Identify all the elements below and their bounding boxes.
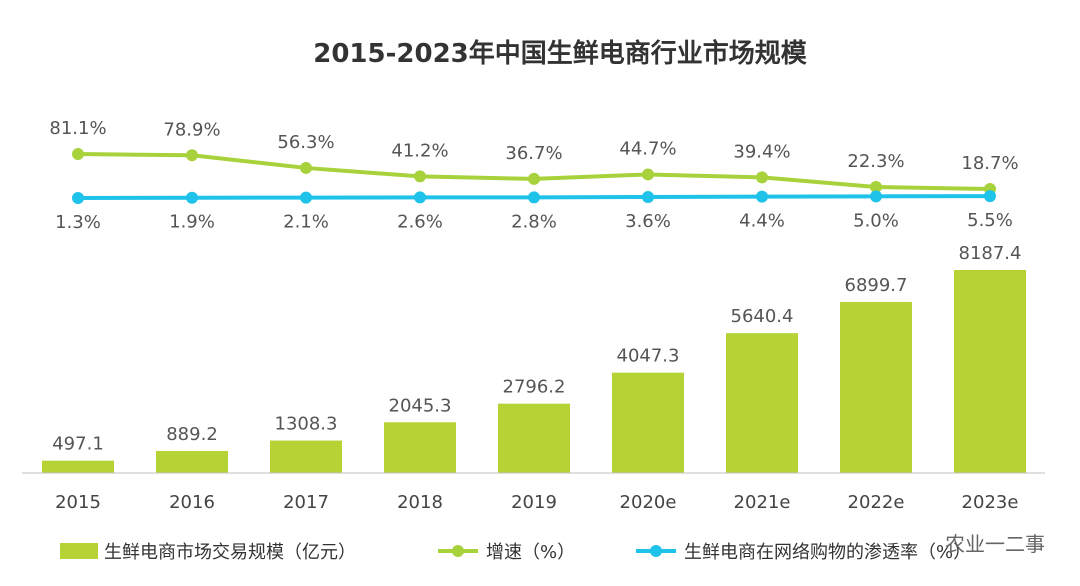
penetration-point-2019 xyxy=(528,191,540,204)
penetration-point-2020e xyxy=(642,190,654,203)
growth-label-2022e: 22.3% xyxy=(847,151,904,172)
penetration-point-2015 xyxy=(72,192,84,204)
penetration-label-2020e: 3.6% xyxy=(625,211,671,232)
growth-label-2015: 81.1% xyxy=(49,118,106,139)
penetration-point-2017 xyxy=(300,191,312,204)
growth-point-2015 xyxy=(72,148,84,161)
penetration-point-2018 xyxy=(414,191,426,204)
legend-label-penetration: 生鲜电商在网络购物的渗透率（%） xyxy=(684,542,971,563)
x-axis-ticks: 2015 2016 2017 2018 2019 2020e 2021e 2022e 2023e xyxy=(55,492,1018,513)
legend-swatch-bar xyxy=(60,543,98,559)
bar-2018 xyxy=(384,422,456,473)
legend-marker-growth xyxy=(452,545,464,557)
growth-label-2023e: 18.7% xyxy=(961,153,1018,174)
bar-2020e xyxy=(612,372,684,473)
growth-point-2017 xyxy=(300,161,312,174)
penetration-label-2023e: 5.5% xyxy=(967,210,1013,231)
x-tick-2017: 2017 xyxy=(283,492,329,513)
penetration-point-2016 xyxy=(186,191,198,204)
penetration-label-2017: 2.1% xyxy=(283,212,329,233)
bar-label-2023e: 8187.4 xyxy=(959,243,1022,264)
x-tick-2018: 2018 xyxy=(397,492,443,513)
x-tick-2016: 2016 xyxy=(169,492,215,513)
penetration-point-2023e xyxy=(984,190,996,203)
growth-point-2020e xyxy=(642,168,654,181)
line-series: 81.1% 78.9% 56.3% 41.2% 36.7% 44.7% 39.4% 22.3%… xyxy=(49,118,1018,233)
x-tick-2023e: 2023e xyxy=(962,492,1019,513)
growth-point-2019 xyxy=(528,172,540,185)
growth-point-2018 xyxy=(414,170,426,183)
bar-label-2020e: 4047.3 xyxy=(617,346,680,367)
growth-label-2019: 36.7% xyxy=(505,143,562,164)
bar-series: 497.1 889.2 1308.3 2045.3 2796.2 4047.3 5640.4… xyxy=(42,243,1026,473)
growth-point-2022e xyxy=(870,180,882,193)
growth-label-2016: 78.9% xyxy=(163,119,220,140)
legend: 生鲜电商市场交易规模（亿元） 增速（%） 生鲜电商在网络购物的渗透率（%） xyxy=(60,542,971,563)
penetration-label-2016: 1.9% xyxy=(169,212,215,233)
bar-label-2019: 2796.2 xyxy=(503,377,566,398)
penetration-label-2015: 1.3% xyxy=(55,212,101,233)
x-tick-2015: 2015 xyxy=(55,492,101,513)
growth-label-2021e: 39.4% xyxy=(733,141,790,162)
bar-label-2017: 1308.3 xyxy=(275,414,338,435)
bar-label-2018: 2045.3 xyxy=(389,395,452,416)
legend-label-growth: 增速（%） xyxy=(486,542,575,563)
penetration-label-2019: 2.8% xyxy=(511,211,557,232)
x-tick-2020e: 2020e xyxy=(620,492,677,513)
bar-label-2015: 497.1 xyxy=(52,434,104,455)
legend-marker-penetration xyxy=(650,545,662,557)
growth-label-2020e: 44.7% xyxy=(619,138,676,159)
bar-2017 xyxy=(270,440,342,473)
bar-2021e xyxy=(726,333,798,473)
bar-2022e xyxy=(840,301,912,473)
penetration-point-2022e xyxy=(870,190,882,203)
growth-label-2017: 56.3% xyxy=(277,132,334,153)
bar-2023e xyxy=(954,270,1026,473)
penetration-label-2022e: 5.0% xyxy=(853,210,899,231)
watermark: 农业一二事 xyxy=(945,532,1045,556)
bar-label-2022e: 6899.7 xyxy=(845,275,908,296)
x-tick-2021e: 2021e xyxy=(734,492,791,513)
growth-point-2021e xyxy=(756,171,768,184)
penetration-label-2021e: 4.4% xyxy=(739,211,785,232)
penetration-point-2021e xyxy=(756,190,768,203)
chart-title: 2015-2023年中国生鲜电商行业市场规模 xyxy=(313,38,808,69)
growth-point-2016 xyxy=(186,149,198,162)
x-tick-2019: 2019 xyxy=(511,492,557,513)
bar-label-2016: 889.2 xyxy=(166,424,218,445)
legend-label-bar: 生鲜电商市场交易规模（亿元） xyxy=(104,542,356,563)
bar-2016 xyxy=(156,450,228,473)
bar-2019 xyxy=(498,403,570,473)
bar-2015 xyxy=(42,460,114,473)
growth-label-2018: 41.2% xyxy=(391,140,448,161)
bar-label-2021e: 5640.4 xyxy=(731,306,794,327)
penetration-label-2018: 2.6% xyxy=(397,211,443,232)
x-tick-2022e: 2022e xyxy=(848,492,905,513)
